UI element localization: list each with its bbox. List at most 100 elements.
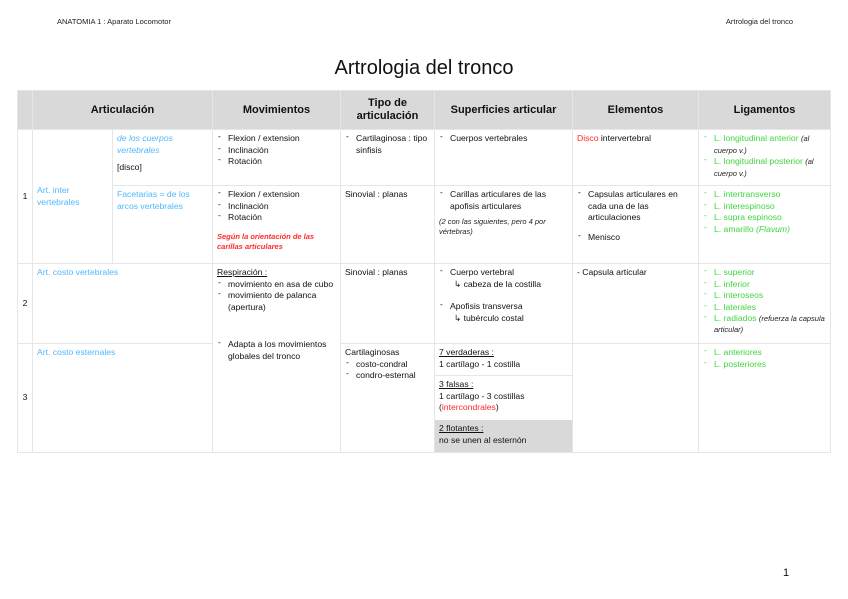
sub-name: de los cuerpos vertebrales bbox=[117, 133, 173, 155]
lig-name: L. radiados bbox=[714, 313, 757, 323]
list-item: L. longitudinal posterior (al cuerpo v.) bbox=[703, 154, 826, 179]
list-item: Inclinación bbox=[217, 199, 336, 213]
col-tipo: Tipo de articulación bbox=[340, 90, 435, 130]
lig-note: (refuerza la capsula articular) bbox=[714, 314, 825, 334]
list-item: Cartilaginosa : tipo sinfisis bbox=[345, 131, 430, 156]
superficies-cell: Cuerpo vertebral↳ cabeza de la costilla … bbox=[434, 263, 573, 344]
list-item: Flexion / extension bbox=[217, 187, 336, 201]
list-item: Flexion / extension bbox=[217, 131, 336, 145]
list-item: Capsulas articulares en cada una de las … bbox=[577, 187, 694, 224]
list-item: Adapta a los movimientos globales del tr… bbox=[217, 337, 336, 362]
list-item: L. supra espinoso bbox=[703, 210, 826, 224]
list-item: L. superior bbox=[703, 265, 826, 279]
list-item: costo-condral bbox=[345, 357, 430, 371]
superficies-cell: 7 verdaderas : 1 cartílago - 1 costilla … bbox=[434, 343, 573, 453]
ligamentos-cell: L. anteriores L. posteriores bbox=[698, 343, 831, 453]
list-item: condro-esternal bbox=[345, 368, 430, 382]
list-item: Menisco bbox=[577, 230, 694, 244]
list-item: L. interespinoso bbox=[703, 199, 826, 213]
tipo-cell: Sinovial : planas bbox=[340, 263, 435, 344]
artrologia-table: Articulación Movimientos Tipo de articul… bbox=[17, 90, 831, 453]
sup-item: Apofisis transversa bbox=[450, 301, 523, 311]
elem-rest: intervertebral bbox=[598, 133, 652, 143]
list-item: Carillas articulares de las apofisis art… bbox=[439, 187, 568, 212]
tipo-cell: Sinovial : planas bbox=[340, 185, 435, 264]
sub-articulation: de los cuerpos vertebrales [disco] bbox=[112, 129, 213, 186]
sup-item: Cuerpo vertebral bbox=[450, 267, 515, 277]
lig-name: L. longitudinal posterior bbox=[714, 156, 803, 166]
list-item: Cuerpo vertebral↳ cabeza de la costilla bbox=[439, 265, 568, 290]
list-item: L. inferior bbox=[703, 277, 826, 291]
list-item: Rotación bbox=[217, 210, 336, 224]
header-row: Articulación Movimientos Tipo de articul… bbox=[17, 90, 831, 130]
elementos-cell: Disco intervertebral bbox=[572, 129, 699, 186]
list-item: L. radiados (refuerza la capsula articul… bbox=[703, 311, 826, 335]
mov-note: Según la orientación de las carillas art… bbox=[217, 231, 315, 251]
articulation-name: Art. costo esternales bbox=[32, 343, 213, 453]
verdaderas-block: 7 verdaderas : 1 cartílago - 1 costilla bbox=[435, 344, 572, 376]
elementos-cell bbox=[572, 343, 699, 453]
col-movimientos: Movimientos bbox=[212, 90, 341, 130]
mov-title: Respiración : bbox=[217, 267, 268, 277]
sup-title: 3 falsas : bbox=[439, 379, 474, 389]
elementos-cell: - Capsula articular bbox=[572, 263, 699, 344]
superficies-cell: Carillas articulares de las apofisis art… bbox=[434, 185, 573, 264]
lig-name: L. amarillo bbox=[714, 223, 754, 234]
movimientos-cell: Respiración : movimiento en asa de cubo … bbox=[212, 263, 341, 453]
sup-title: 2 flotantes : bbox=[439, 423, 484, 433]
sup-title: 7 verdaderas : bbox=[439, 347, 494, 357]
lig-note: (Flavum) bbox=[756, 223, 790, 234]
sup-sub: ↳ tubérculo costal bbox=[454, 312, 524, 323]
running-header-right: Artrologia del tronco bbox=[725, 17, 793, 26]
ligamentos-cell: L. superior L. inferior L. interoseos L.… bbox=[698, 263, 831, 344]
lig-name: L. longitudinal anterior bbox=[714, 133, 799, 143]
tipo-title: Cartilaginosas bbox=[345, 347, 400, 357]
sup-note: (2 con las siguientes, pero 4 por vérteb… bbox=[439, 217, 546, 236]
table-row: 2 Art. costo vertebrales Respiración : m… bbox=[17, 263, 831, 453]
list-item: Rotación bbox=[217, 154, 336, 168]
lig-note: (al cuerpo v.) bbox=[714, 157, 814, 178]
list-item: Apofisis transversa↳ tubérculo costal bbox=[439, 299, 568, 324]
ligamentos-cell: L. intertransverso L. interespinoso L. s… bbox=[698, 185, 831, 264]
table-row: Facetarias = de los arcos vertebrales Fl… bbox=[18, 185, 831, 264]
list-item: L. amarillo (Flavum) bbox=[703, 222, 826, 236]
superficies-cell: Cuerpos vertebrales bbox=[434, 129, 573, 186]
row-number: 1 bbox=[17, 129, 33, 264]
tipo-cell: Cartilaginosa : tipo sinfisis bbox=[340, 129, 435, 186]
table-row: 1 Art. inter vertebrales de los cuerpos … bbox=[17, 129, 831, 264]
articulation-name: Art. costo vertebrales bbox=[32, 263, 213, 344]
col-ligamentos: Ligamentos bbox=[698, 90, 831, 130]
col-articulacion: Articulación bbox=[32, 90, 213, 130]
running-header-left: ANATOMIA 1 : Aparato Locomotor bbox=[57, 17, 171, 26]
list-item: movimiento de palanca (apertura) bbox=[217, 288, 336, 313]
row-number: 2 bbox=[17, 263, 33, 344]
list-item: L. anteriores bbox=[703, 345, 826, 359]
sub-articulation: Facetarias = de los arcos vertebrales bbox=[112, 185, 213, 264]
sub-note: [disco] bbox=[117, 162, 142, 172]
sup-text: no se unen al esternón bbox=[439, 434, 527, 445]
table-row: 3 Art. costo esternales Cartilaginosas c… bbox=[17, 343, 831, 453]
sup-red-line: (intercondrales) bbox=[439, 402, 499, 412]
page-number: 1 bbox=[783, 567, 790, 579]
movimientos-cell: Flexion / extension Inclinación Rotación bbox=[212, 129, 341, 186]
falsas-block: 3 falsas : 1 cartílago - 3 costillas (in… bbox=[435, 376, 572, 420]
list-item: L. laterales bbox=[703, 300, 826, 314]
col-elementos: Elementos bbox=[572, 90, 699, 130]
list-item: L. posteriores bbox=[703, 357, 826, 371]
flotantes-block: 2 flotantes : no se unen al esternón bbox=[435, 420, 572, 452]
sup-text: 1 cartílago - 1 costilla bbox=[439, 358, 521, 369]
list-item: Cuerpos vertebrales bbox=[439, 131, 568, 145]
page-title: Artrologia del tronco bbox=[334, 57, 514, 79]
tipo-cell: Cartilaginosas costo-condral condro-este… bbox=[340, 343, 435, 453]
movimientos-cell: Flexion / extension Inclinación Rotación… bbox=[212, 185, 341, 264]
list-item: movimiento en asa de cubo bbox=[217, 277, 336, 291]
sup-text: 1 cartílago - 3 costillas bbox=[439, 390, 525, 401]
ligamentos-cell: L. longitudinal anterior (al cuerpo v.) … bbox=[698, 129, 831, 186]
col-superficies: Superficies articular bbox=[434, 90, 573, 130]
elem-red: Disco bbox=[577, 133, 599, 143]
list-item: L. interoseos bbox=[703, 288, 826, 302]
row-number: 3 bbox=[17, 343, 33, 453]
articulation-name: Art. inter vertebrales bbox=[32, 129, 113, 264]
list-item: Inclinación bbox=[217, 143, 336, 157]
